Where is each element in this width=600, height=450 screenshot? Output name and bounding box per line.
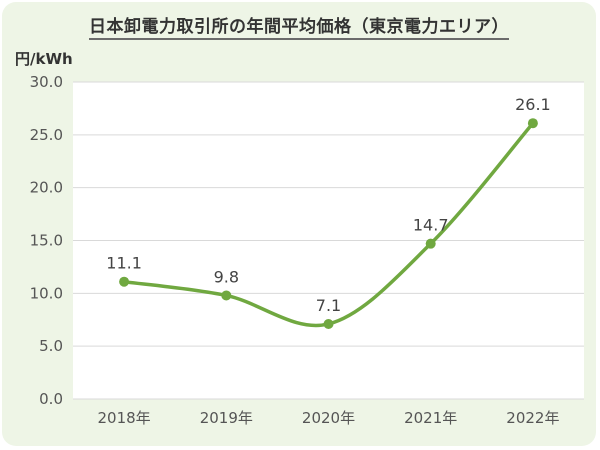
data-point [221, 290, 232, 301]
chart-title: 日本卸電力取引所の年間平均価格（東京電力エリア） [2, 12, 596, 40]
x-tick-label: 2018年 [98, 409, 151, 427]
data-point [323, 318, 334, 329]
y-tick-label: 20.0 [30, 179, 63, 197]
y-tick-label: 30.0 [30, 73, 63, 91]
chart-title-text: 日本卸電力取引所の年間平均価格（東京電力エリア） [89, 17, 509, 40]
data-label: 7.1 [316, 296, 341, 315]
y-tick-label: 10.0 [30, 284, 63, 302]
data-point [119, 276, 130, 287]
y-tick-label: 25.0 [30, 126, 63, 144]
data-label: 26.1 [515, 95, 551, 114]
x-tick-label: 2020年 [302, 409, 355, 427]
data-point [527, 118, 538, 129]
y-tick-label: 5.0 [39, 337, 63, 355]
y-axis-unit-label: 円/kWh [15, 50, 73, 68]
x-tick-label: 2022年 [506, 409, 559, 427]
y-tick-label: 15.0 [30, 232, 63, 250]
data-label: 11.1 [106, 254, 142, 273]
line-chart: 0.0 5.0 10.0 15.0 20.0 25.0 30.0 2018年 2019年 2020… [30, 73, 584, 427]
chart-frame: 日本卸電力取引所の年間平均価格（東京電力エリア） 円/kWh 0.0 5.0 10.… [2, 2, 596, 446]
x-tick-label: 2019年 [200, 409, 253, 427]
data-label: 14.7 [413, 216, 449, 235]
x-tick-label: 2021年 [404, 409, 457, 427]
data-label: 9.8 [214, 267, 239, 286]
y-tick-label: 0.0 [39, 390, 63, 408]
data-point [425, 238, 436, 249]
